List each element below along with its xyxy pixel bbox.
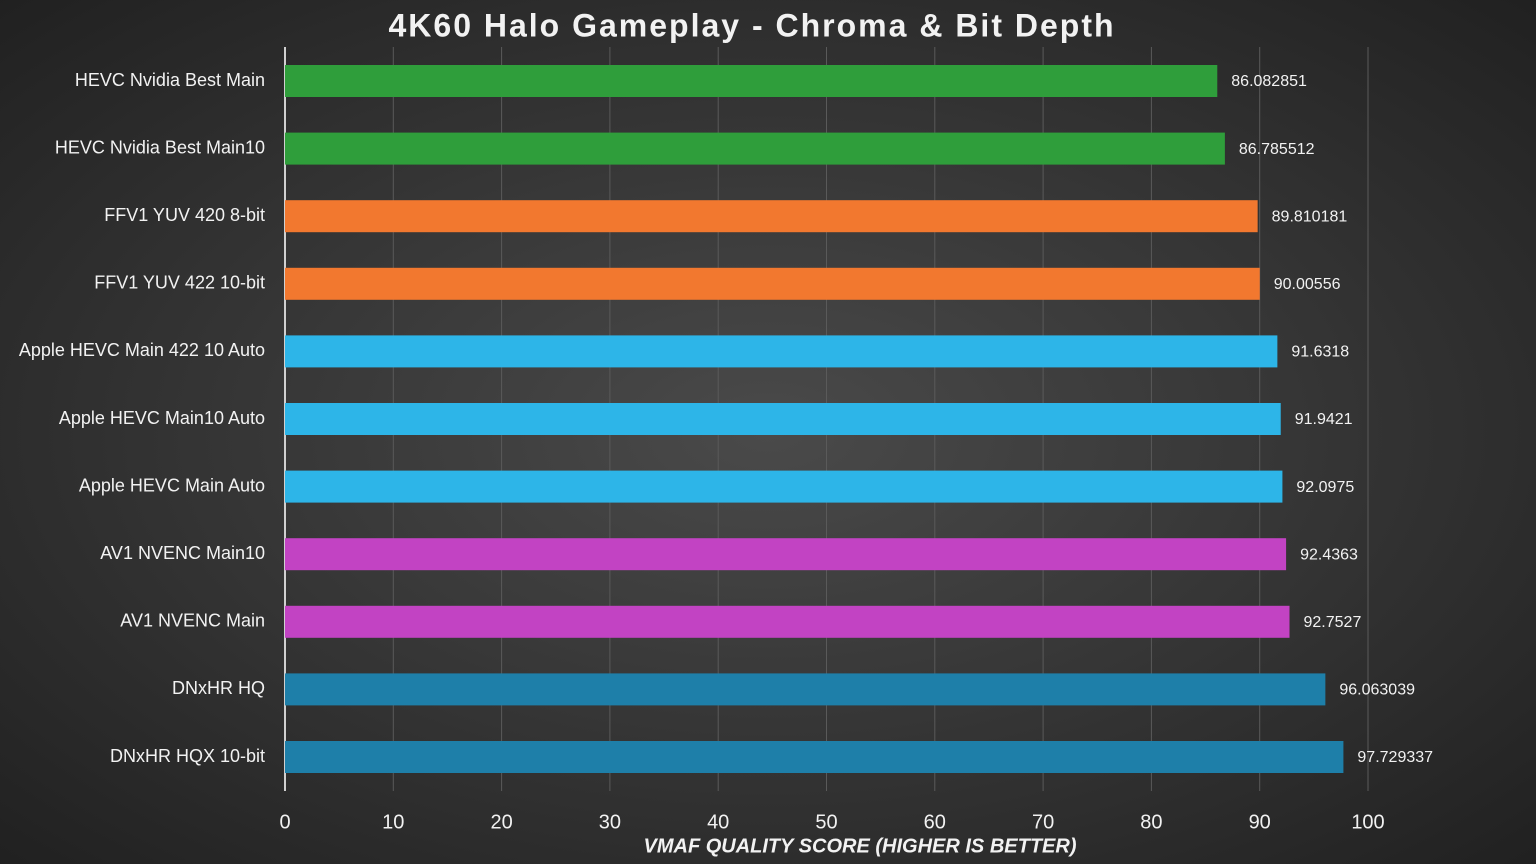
data-label: 92.0975 [1296,479,1354,496]
data-label: 91.6318 [1291,344,1349,361]
data-label: 86.785512 [1239,141,1315,158]
bar [285,132,1225,165]
data-label: 89.810181 [1272,208,1348,225]
data-label: 92.4363 [1300,546,1358,563]
x-tick-label: 40 [707,811,729,833]
x-tick-label: 90 [1249,811,1271,833]
y-tick-label: AV1 NVENC Main10 [100,543,265,563]
data-label: 92.7527 [1304,614,1362,631]
y-tick-label: HEVC Nvidia Best Main10 [55,137,265,157]
x-tick-label: 10 [382,811,404,833]
bar [285,673,1326,706]
y-tick-label: Apple HEVC Main10 Auto [59,408,265,428]
x-axis-title: VMAF QUALITY SCORE (HIGHER IS BETTER) [644,835,1077,857]
data-label: 96.063039 [1339,682,1415,699]
y-tick-label: FFV1 YUV 422 10-bit [94,273,265,293]
data-label: 97.729337 [1357,749,1433,766]
y-tick-label: Apple HEVC Main Auto [79,475,265,495]
data-label: 86.082851 [1231,73,1307,90]
bar [285,538,1287,571]
x-tick-label: 70 [1032,811,1054,833]
bar [285,335,1278,368]
bar [285,470,1283,503]
bar [285,200,1258,233]
data-label: 90.00556 [1274,276,1341,293]
y-tick-label: HEVC Nvidia Best Main [75,70,265,90]
x-tick-label: 100 [1351,811,1384,833]
chart-title: 4K60 Halo Gameplay - Chroma & Bit Depth [388,7,1115,43]
bar [285,403,1281,435]
x-tick-label: 60 [924,811,946,833]
x-tick-label: 0 [279,811,290,833]
x-tick-label: 30 [599,811,621,833]
y-tick-label: DNxHR HQ [172,678,265,698]
bar [285,267,1260,300]
bar [285,65,1218,97]
y-tick-label: AV1 NVENC Main [120,611,265,631]
bar [285,605,1290,638]
x-tick-label: 80 [1140,811,1162,833]
y-tick-label: Apple HEVC Main 422 10 Auto [19,340,265,360]
x-tick-label: 20 [490,811,512,833]
y-tick-label: FFV1 YUV 420 8-bit [104,205,265,225]
bar [285,741,1344,773]
y-tick-label: DNxHR HQX 10-bit [110,746,265,766]
data-label: 91.9421 [1295,411,1353,428]
x-tick-label: 50 [815,811,837,833]
